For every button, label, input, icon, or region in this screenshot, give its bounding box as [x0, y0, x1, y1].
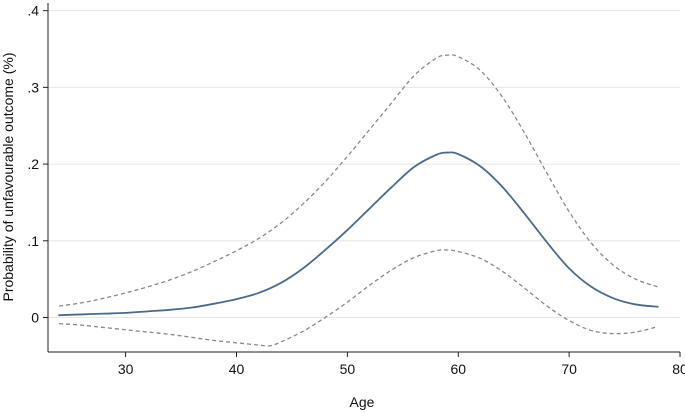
gridlines: [48, 10, 680, 318]
x-ticks: 30 40 50 60 70 80: [118, 352, 685, 377]
lower-ci-line: [59, 249, 658, 347]
y-tick-label: .1: [27, 233, 39, 249]
y-tick-label: 0: [31, 309, 39, 325]
y-ticks: 0 .1 .2 .3 .4: [27, 3, 48, 325]
x-tick-label: 40: [229, 361, 245, 377]
x-tick-label: 60: [450, 361, 466, 377]
axes: [47, 3, 680, 353]
y-axis-title: Probability of unfavourable outcome (%): [0, 52, 16, 301]
y-tick-label: .3: [27, 79, 39, 95]
x-axis-title: Age: [350, 394, 375, 410]
x-tick-label: 70: [561, 361, 577, 377]
prediction-line: [58, 151, 659, 317]
upper-ci-line: [59, 54, 659, 307]
y-tick-label: .4: [27, 3, 39, 19]
y-tick-label: .2: [27, 156, 39, 172]
x-tick-label: 50: [340, 361, 356, 377]
x-tick-label: 80: [672, 361, 685, 377]
series-lines: [58, 54, 659, 347]
x-tick-label: 30: [118, 361, 134, 377]
